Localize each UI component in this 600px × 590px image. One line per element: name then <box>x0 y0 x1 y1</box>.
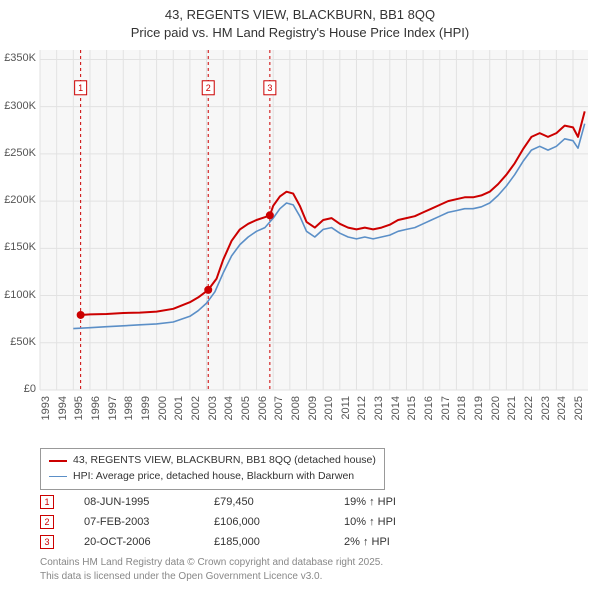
x-tick-label: 2012 <box>356 396 368 426</box>
x-tick-label: 1998 <box>123 396 135 426</box>
y-tick-label: £50K <box>0 336 36 348</box>
transaction-table: 1 08-JUN-1995 £79,450 19% ↑ HPI 2 07-FEB… <box>40 492 444 552</box>
tx-price: £79,450 <box>214 496 344 508</box>
svg-text:3: 3 <box>267 83 272 93</box>
tx-date: 08-JUN-1995 <box>84 496 214 508</box>
y-tick-label: £350K <box>0 52 36 64</box>
tx-date: 07-FEB-2003 <box>84 516 214 528</box>
marker-box-1: 1 <box>40 495 54 509</box>
x-tick-label: 2006 <box>257 396 269 426</box>
x-tick-label: 1996 <box>90 396 102 426</box>
x-tick-label: 2007 <box>273 396 285 426</box>
footer-line1: Contains HM Land Registry data © Crown c… <box>40 556 383 570</box>
x-tick-label: 2010 <box>323 396 335 426</box>
tx-vs: 10% ↑ HPI <box>344 516 444 528</box>
y-tick-label: £300K <box>0 100 36 112</box>
x-tick-label: 1999 <box>140 396 152 426</box>
x-tick-label: 2002 <box>190 396 202 426</box>
legend-item-hpi: HPI: Average price, detached house, Blac… <box>49 469 376 485</box>
tx-price: £106,000 <box>214 516 344 528</box>
y-tick-label: £200K <box>0 194 36 206</box>
legend-swatch-property <box>49 460 67 462</box>
x-tick-label: 2014 <box>390 396 402 426</box>
tx-vs: 2% ↑ HPI <box>344 536 444 548</box>
x-tick-label: 2019 <box>473 396 485 426</box>
x-tick-label: 2013 <box>373 396 385 426</box>
footer: Contains HM Land Registry data © Crown c… <box>40 556 383 583</box>
x-tick-label: 2001 <box>173 396 185 426</box>
x-tick-label: 2004 <box>223 396 235 426</box>
title-line2: Price paid vs. HM Land Registry's House … <box>0 24 600 42</box>
y-tick-label: £150K <box>0 241 36 253</box>
x-tick-label: 2016 <box>423 396 435 426</box>
chart-svg: 1 2 3 <box>0 40 600 440</box>
table-row: 3 20-OCT-2006 £185,000 2% ↑ HPI <box>40 532 444 552</box>
x-tick-label: 1994 <box>57 396 69 426</box>
marker-box-3: 3 <box>40 535 54 549</box>
legend-swatch-hpi <box>49 476 67 477</box>
footer-line2: This data is licensed under the Open Gov… <box>40 570 383 584</box>
x-tick-label: 2024 <box>556 396 568 426</box>
svg-text:2: 2 <box>206 83 211 93</box>
legend-item-property: 43, REGENTS VIEW, BLACKBURN, BB1 8QQ (de… <box>49 453 376 469</box>
x-tick-label: 2009 <box>307 396 319 426</box>
legend: 43, REGENTS VIEW, BLACKBURN, BB1 8QQ (de… <box>40 448 385 490</box>
x-tick-label: 2022 <box>523 396 535 426</box>
title-block: 43, REGENTS VIEW, BLACKBURN, BB1 8QQ Pri… <box>0 0 600 41</box>
x-tick-label: 2017 <box>440 396 452 426</box>
y-tick-label: £0 <box>0 383 36 395</box>
tx-date: 20-OCT-2006 <box>84 536 214 548</box>
title-line1: 43, REGENTS VIEW, BLACKBURN, BB1 8QQ <box>0 6 600 24</box>
tx-price: £185,000 <box>214 536 344 548</box>
table-row: 2 07-FEB-2003 £106,000 10% ↑ HPI <box>40 512 444 532</box>
x-tick-label: 2025 <box>573 396 585 426</box>
y-tick-label: £100K <box>0 289 36 301</box>
x-tick-label: 1997 <box>107 396 119 426</box>
svg-text:1: 1 <box>78 83 83 93</box>
y-tick-label: £250K <box>0 147 36 159</box>
marker-box-2: 2 <box>40 515 54 529</box>
x-tick-label: 2021 <box>506 396 518 426</box>
x-tick-label: 2020 <box>490 396 502 426</box>
legend-label-hpi: HPI: Average price, detached house, Blac… <box>73 469 354 485</box>
table-row: 1 08-JUN-1995 £79,450 19% ↑ HPI <box>40 492 444 512</box>
x-tick-label: 2000 <box>157 396 169 426</box>
tx-vs: 19% ↑ HPI <box>344 496 444 508</box>
x-tick-label: 1993 <box>40 396 52 426</box>
x-tick-label: 2023 <box>540 396 552 426</box>
x-tick-label: 2008 <box>290 396 302 426</box>
legend-label-property: 43, REGENTS VIEW, BLACKBURN, BB1 8QQ (de… <box>73 453 376 469</box>
chart-area: 1 2 3 £0 £50K £100K £150K £200K £250K £300K £350K… <box>0 40 600 440</box>
x-tick-label: 2005 <box>240 396 252 426</box>
x-tick-label: 2003 <box>207 396 219 426</box>
x-tick-label: 2018 <box>456 396 468 426</box>
x-tick-label: 2015 <box>406 396 418 426</box>
chart-container: 43, REGENTS VIEW, BLACKBURN, BB1 8QQ Pri… <box>0 0 600 590</box>
x-tick-label: 2011 <box>340 396 352 426</box>
x-tick-label: 1995 <box>73 396 85 426</box>
